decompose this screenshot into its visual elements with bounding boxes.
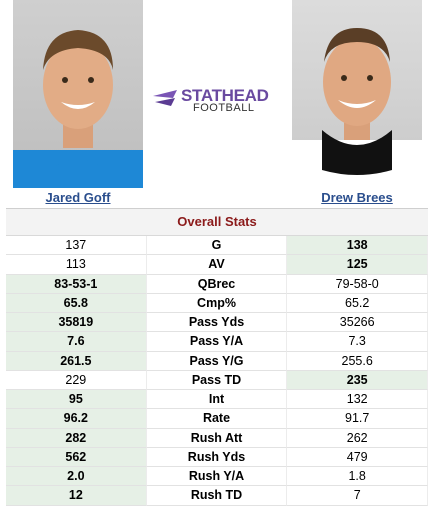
- player1-name-link[interactable]: Jared Goff: [45, 190, 111, 205]
- stat-label-cell: Pass Yds: [146, 313, 288, 333]
- player2-stat-cell: 7: [287, 486, 429, 506]
- player1-stat-cell: 282: [6, 428, 147, 448]
- player1-stat-cell: 12: [6, 486, 147, 506]
- table-row: 261.5 Pass Y/G 255.6: [6, 351, 429, 371]
- player2-stat-cell: 1.8: [287, 467, 429, 487]
- stat-label-cell: Rush Yds: [146, 447, 288, 467]
- table-row: 7.6 Pass Y/A 7.3: [6, 332, 429, 352]
- table-row: 96.2 Rate 91.7: [6, 409, 429, 429]
- player2-stat-cell: 35266: [287, 313, 429, 333]
- player1-stat-cell: 562: [6, 447, 147, 467]
- table-row: 12 Rush TD 7: [6, 486, 429, 506]
- player1-photo: [13, 0, 143, 188]
- table-row: 65.8 Cmp% 65.2: [6, 293, 429, 313]
- player2-stat-cell: 91.7: [287, 409, 429, 429]
- table-row: 113 AV 125: [6, 255, 429, 275]
- stat-label-cell: Pass Y/A: [146, 332, 288, 352]
- stat-label-cell: Int: [146, 390, 288, 410]
- player1-stat-cell: 96.2: [6, 409, 147, 429]
- table-row: 35819 Pass Yds 35266: [6, 313, 429, 333]
- player1-stat-cell: 137: [6, 236, 147, 256]
- stats-rows: 137 G 138 113 AV 125 83-53-1 QBrec 79-58-0 65.8 Cm…: [6, 236, 429, 506]
- stat-label-cell: AV: [146, 255, 288, 275]
- section-title: Overall Stats: [6, 209, 428, 236]
- stat-label-cell: Pass TD: [146, 370, 288, 390]
- player2-stat-cell: 235: [287, 370, 429, 390]
- stat-label-cell: QBrec: [146, 274, 288, 294]
- table-row: 2.0 Rush Y/A 1.8: [6, 467, 429, 487]
- table-row: 229 Pass TD 235: [6, 370, 429, 390]
- table-row: 95 Int 132: [6, 390, 429, 410]
- stat-label-cell: Rush Att: [146, 428, 288, 448]
- player1-stat-cell: 65.8: [6, 293, 147, 313]
- player2-stat-cell: 125: [287, 255, 429, 275]
- logo-text-primary: STATHEAD: [181, 86, 269, 105]
- player1-stat-cell: 95: [6, 390, 147, 410]
- stat-label-cell: Rush TD: [146, 486, 288, 506]
- player1-stat-cell: 2.0: [6, 467, 147, 487]
- player2-stat-cell: 65.2: [287, 293, 429, 313]
- player2-stat-cell: 479: [287, 447, 429, 467]
- overall-stats-table: Overall Stats 137 G 138 113 AV 125 83-53-1 QBre…: [6, 208, 429, 506]
- player2-stat-cell: 138: [287, 236, 429, 256]
- player2-stat-cell: 262: [287, 428, 429, 448]
- player2-stat-cell: 7.3: [287, 332, 429, 352]
- player2-name-link[interactable]: Drew Brees: [321, 190, 393, 205]
- stat-label-cell: Rush Y/A: [146, 467, 288, 487]
- stat-label-cell: Cmp%: [146, 293, 288, 313]
- player1-stat-cell: 229: [6, 370, 147, 390]
- player2-stat-cell: 79-58-0: [287, 274, 429, 294]
- stathead-logo: STATHEAD FOOTBALL: [151, 84, 286, 118]
- table-row: 282 Rush Att 262: [6, 428, 429, 448]
- player1-stat-cell: 7.6: [6, 332, 147, 352]
- stat-label-cell: Rate: [146, 409, 288, 429]
- table-row: 562 Rush Yds 479: [6, 447, 429, 467]
- table-row: 137 G 138: [6, 236, 429, 256]
- logo-text-secondary: FOOTBALL: [193, 102, 255, 114]
- comparison-header: Jared Goff STATHEAD FOOTBALL Drew Brees: [0, 0, 434, 208]
- stat-label-cell: Pass Y/G: [146, 351, 288, 371]
- table-row: 83-53-1 QBrec 79-58-0: [6, 274, 429, 294]
- player1-stat-cell: 113: [6, 255, 147, 275]
- player2-stat-cell: 255.6: [287, 351, 429, 371]
- player1-stat-cell: 35819: [6, 313, 147, 333]
- player2-stat-cell: 132: [287, 390, 429, 410]
- stat-label-cell: G: [146, 236, 288, 256]
- player1-stat-cell: 261.5: [6, 351, 147, 371]
- player1-stat-cell: 83-53-1: [6, 274, 147, 294]
- player2-photo: [292, 0, 422, 188]
